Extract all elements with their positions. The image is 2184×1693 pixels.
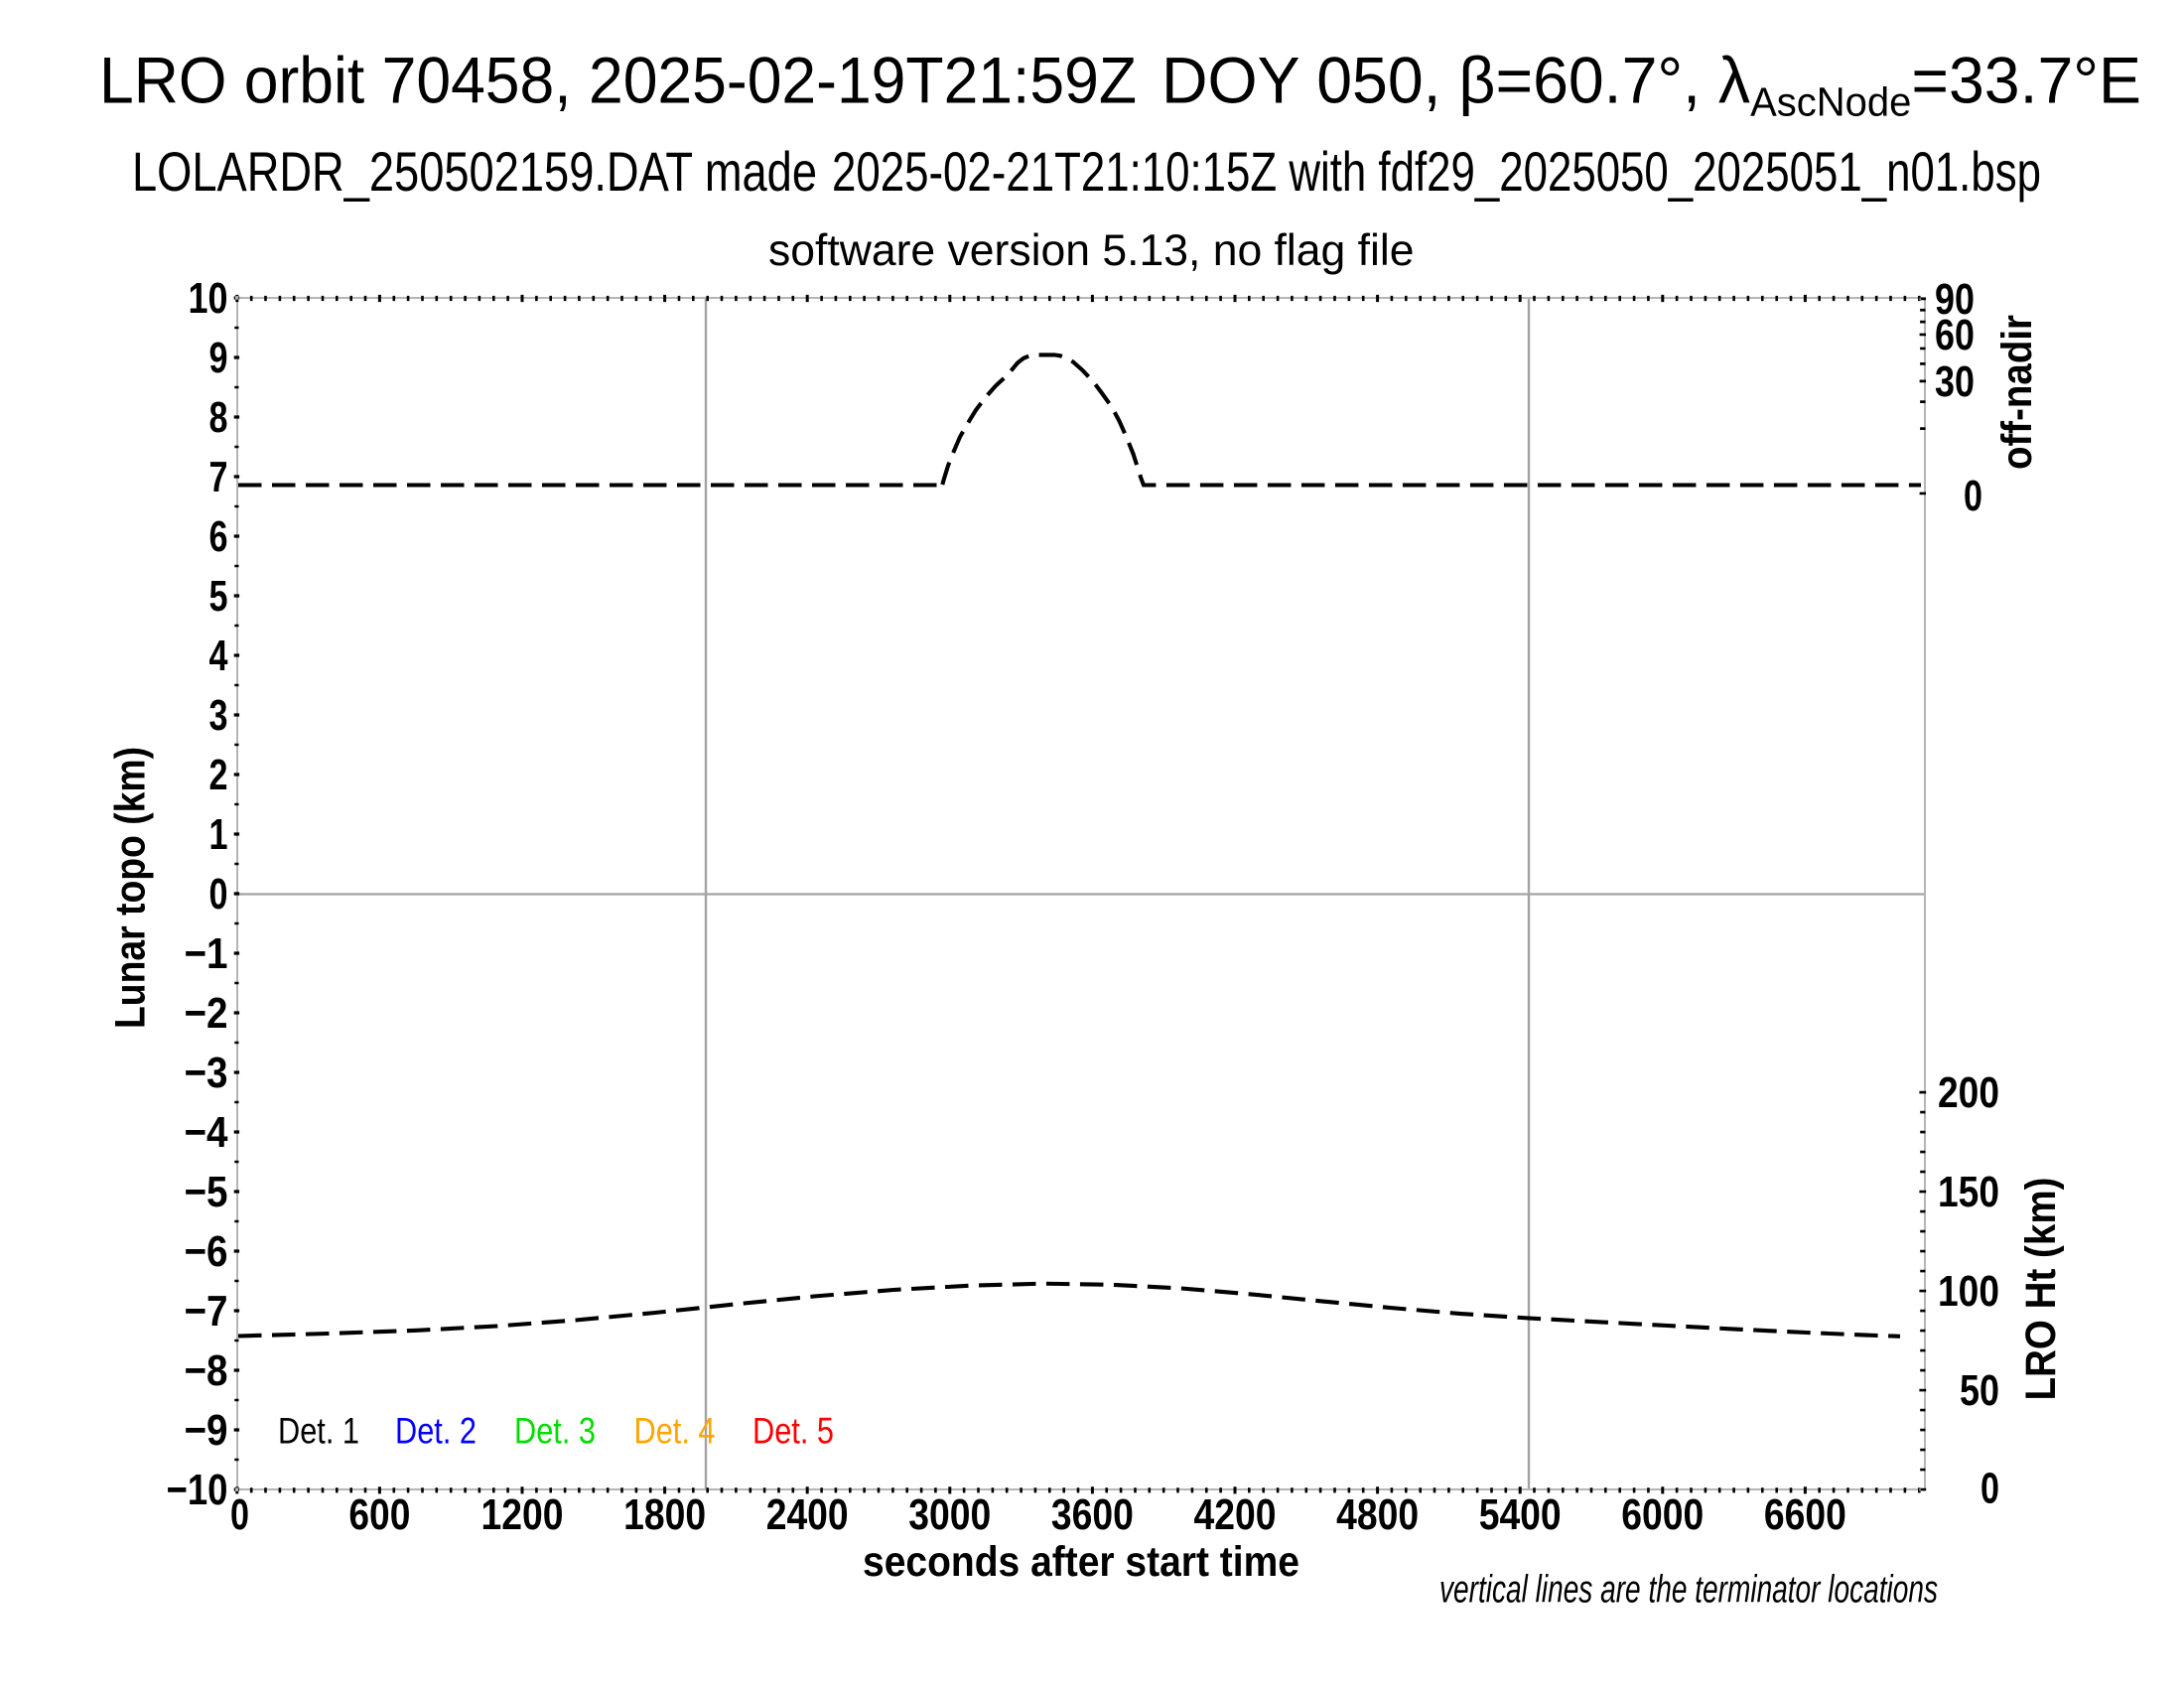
svg-text:5400: 5400 [1479,1490,1562,1539]
svg-text:2: 2 [209,751,228,799]
svg-text:9: 9 [209,334,228,382]
svg-text:Det. 2: Det. 2 [395,1411,477,1452]
svg-text:7: 7 [209,453,228,501]
svg-text:3000: 3000 [908,1490,991,1539]
svg-text:10: 10 [189,274,228,323]
svg-text:6: 6 [209,512,228,561]
svg-text:Lunar topo (km): Lunar topo (km) [107,747,155,1029]
svg-text:600: 600 [348,1490,410,1539]
svg-text:60: 60 [1935,311,1975,359]
svg-text:−2: −2 [185,989,228,1038]
svg-text:Det. 1: Det. 1 [278,1411,359,1452]
svg-text:−7: −7 [185,1287,228,1336]
svg-text:4800: 4800 [1336,1490,1419,1539]
svg-text:LRO Ht (km): LRO Ht (km) [2017,1178,2065,1401]
svg-text:0: 0 [1964,472,1982,520]
svg-text:4200: 4200 [1194,1490,1277,1539]
svg-text:seconds after start time: seconds after start time [863,1539,1299,1586]
svg-text:4: 4 [209,632,228,680]
svg-text:vertical lines are the termina: vertical lines are the terminator locati… [1439,1569,1938,1612]
svg-text:DOY 050, β=60.7°, λAscNode=33.: DOY 050, β=60.7°, λAscNode=33.7°E [1161,44,2141,125]
svg-text:30: 30 [1935,357,1975,406]
svg-text:−9: −9 [185,1406,228,1455]
svg-text:5: 5 [209,572,228,621]
svg-text:−5: −5 [185,1168,228,1216]
svg-text:1800: 1800 [623,1490,706,1539]
svg-text:−4: −4 [185,1108,228,1157]
svg-text:6600: 6600 [1764,1490,1846,1539]
svg-text:LOLARDR_250502159.DAT made: LOLARDR_250502159.DAT made [132,141,817,203]
svg-text:3: 3 [209,691,228,740]
svg-text:0: 0 [209,870,228,918]
svg-text:LRO orbit 70458, 2025-02-19T21: LRO orbit 70458, 2025-02-19T21:59Z [99,44,1137,117]
svg-text:8: 8 [209,393,228,442]
svg-text:90: 90 [1935,275,1975,324]
svg-text:−1: −1 [185,929,228,978]
svg-text:200: 200 [1938,1068,1999,1117]
svg-text:1: 1 [209,810,228,859]
svg-text:−6: −6 [185,1227,228,1276]
svg-text:0: 0 [1980,1465,1999,1513]
svg-text:Det. 3: Det. 3 [514,1411,596,1452]
svg-text:3600: 3600 [1051,1490,1134,1539]
svg-text:100: 100 [1938,1267,1999,1316]
svg-text:−10: −10 [167,1466,228,1514]
svg-text:50: 50 [1960,1366,1999,1415]
svg-text:off-nadir: off-nadir [1993,315,2041,470]
svg-text:1200: 1200 [481,1490,564,1539]
svg-text:Det. 5: Det. 5 [752,1411,834,1452]
svg-text:−8: −8 [185,1346,228,1395]
svg-text:software version 5.13, no flag: software version 5.13, no flag file [768,226,1415,275]
svg-text:0: 0 [230,1490,249,1539]
svg-text:6000: 6000 [1621,1490,1704,1539]
svg-text:150: 150 [1938,1168,1999,1216]
svg-text:−3: −3 [185,1049,228,1097]
svg-text:2025-02-21T21:10:15Z with fdf2: 2025-02-21T21:10:15Z with fdf29_2025050_… [832,141,2041,203]
svg-text:Det. 4: Det. 4 [634,1411,716,1452]
svg-text:2400: 2400 [766,1490,849,1539]
